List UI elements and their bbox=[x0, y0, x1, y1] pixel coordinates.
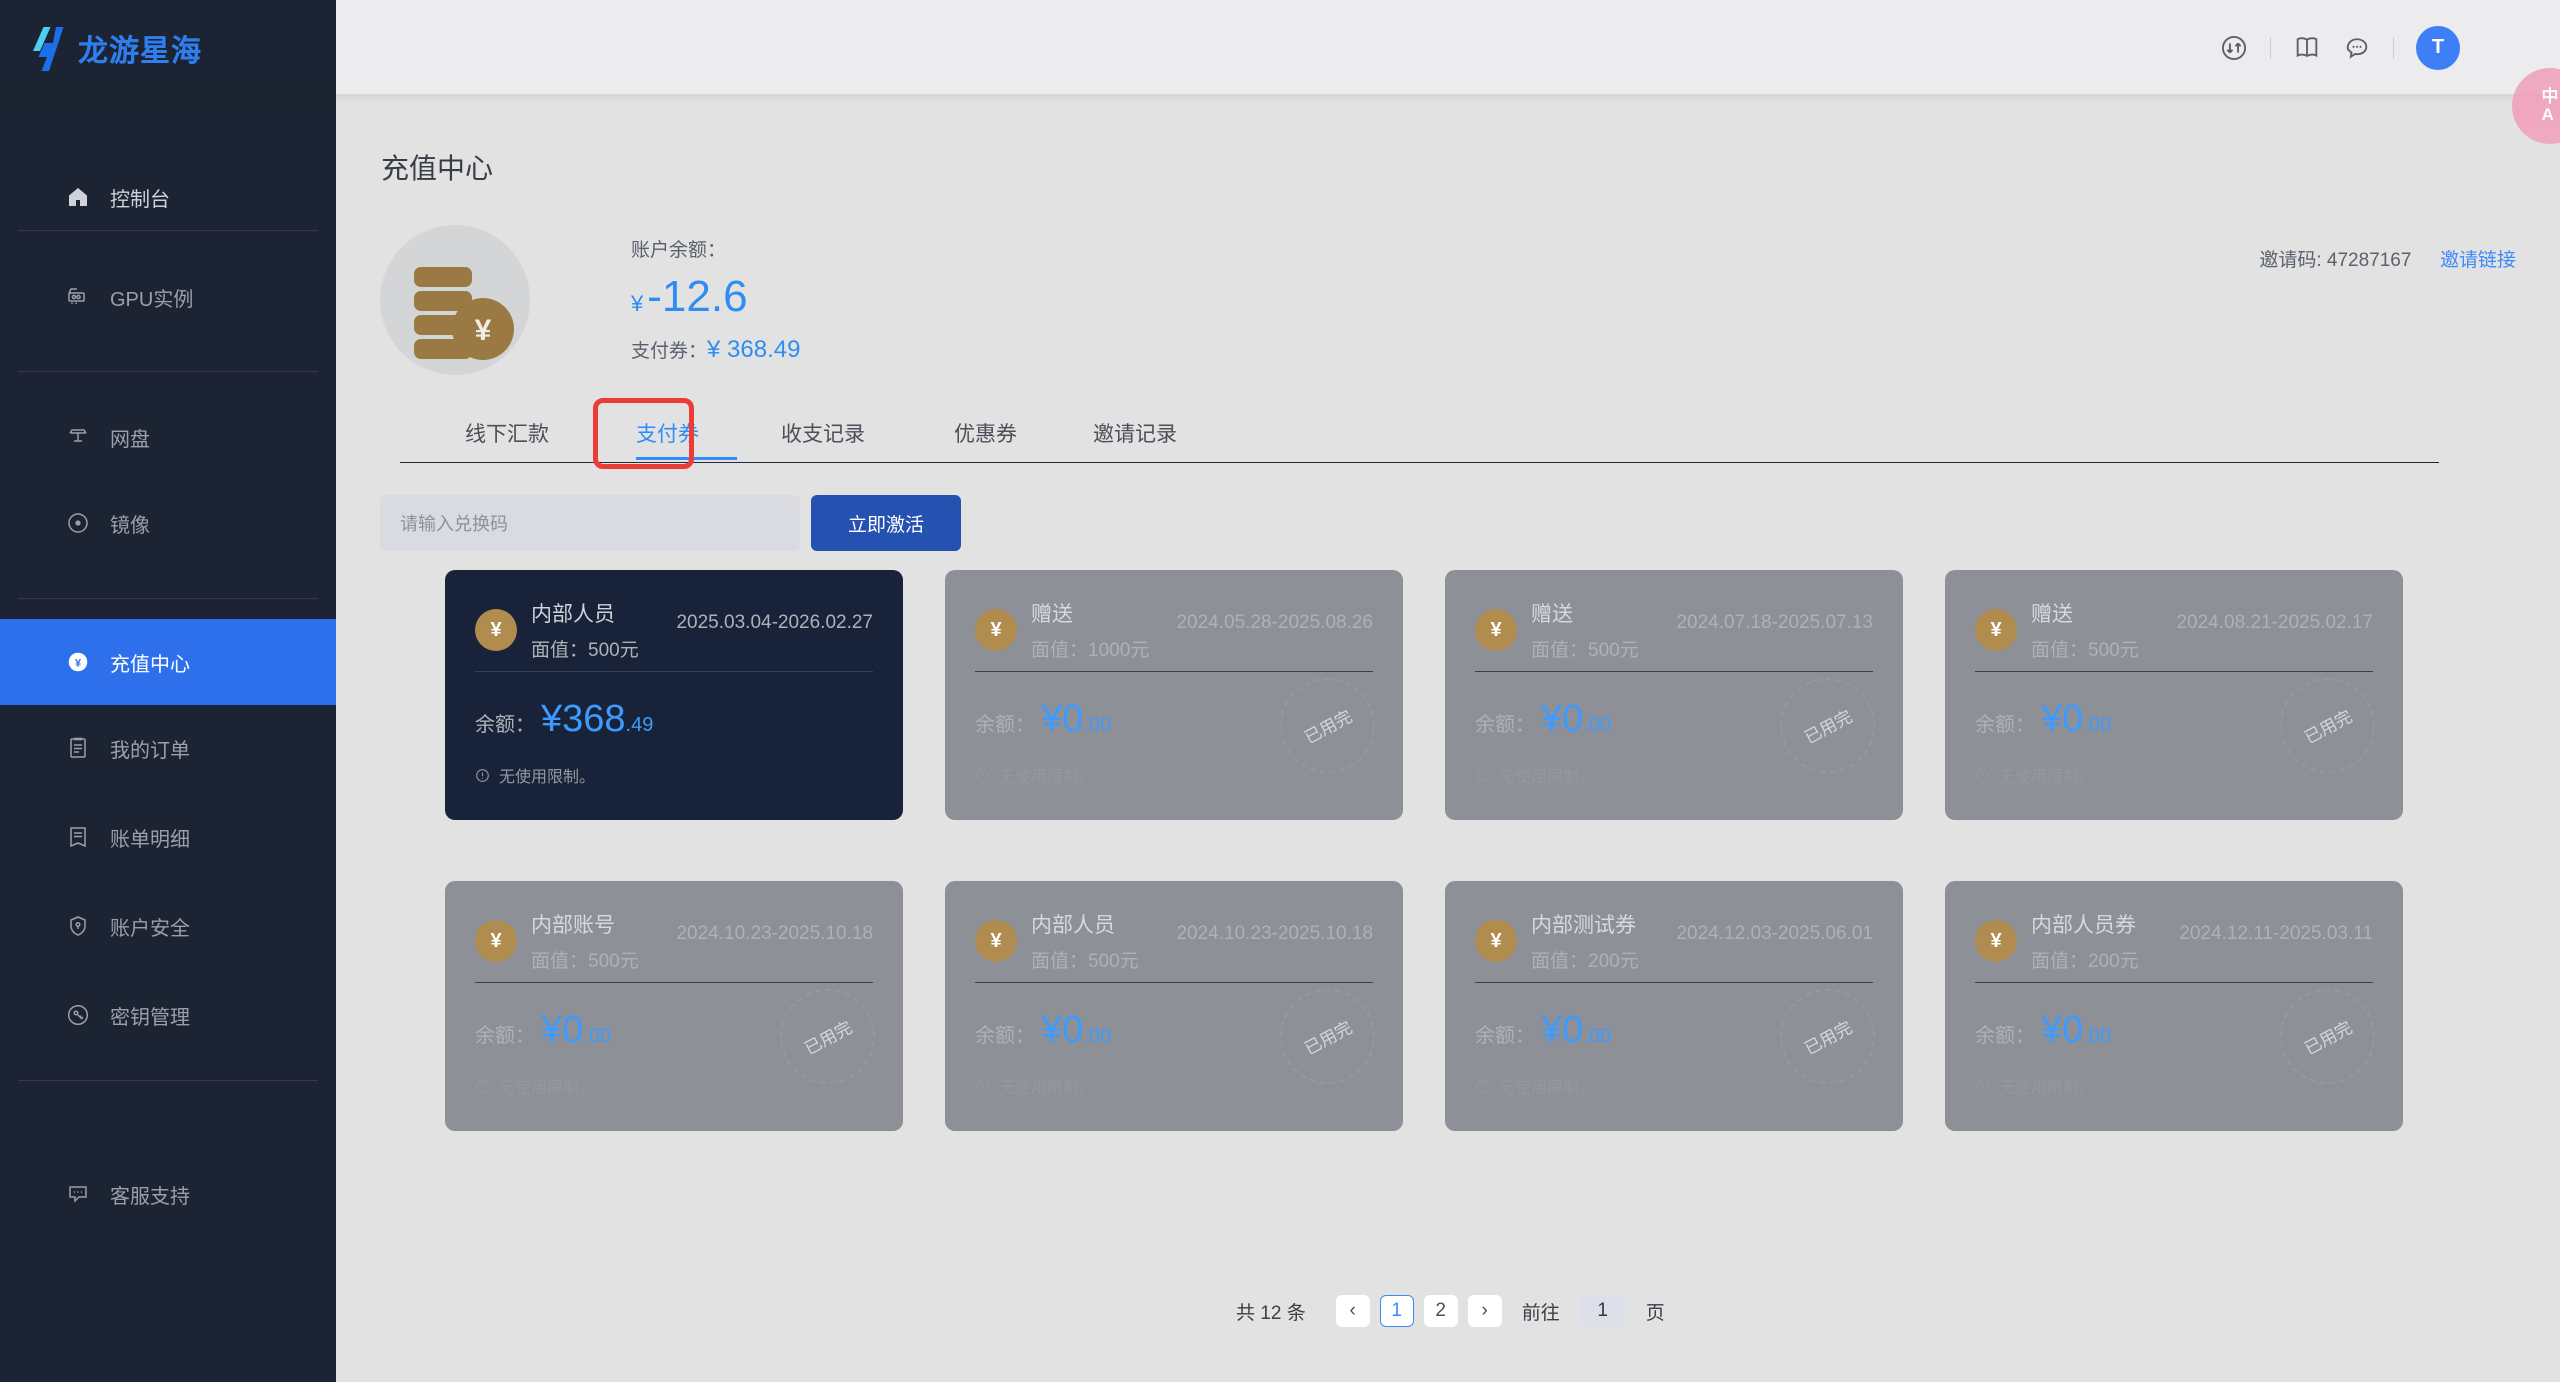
svg-text:¥: ¥ bbox=[75, 657, 82, 669]
svg-text:¥: ¥ bbox=[475, 314, 492, 347]
